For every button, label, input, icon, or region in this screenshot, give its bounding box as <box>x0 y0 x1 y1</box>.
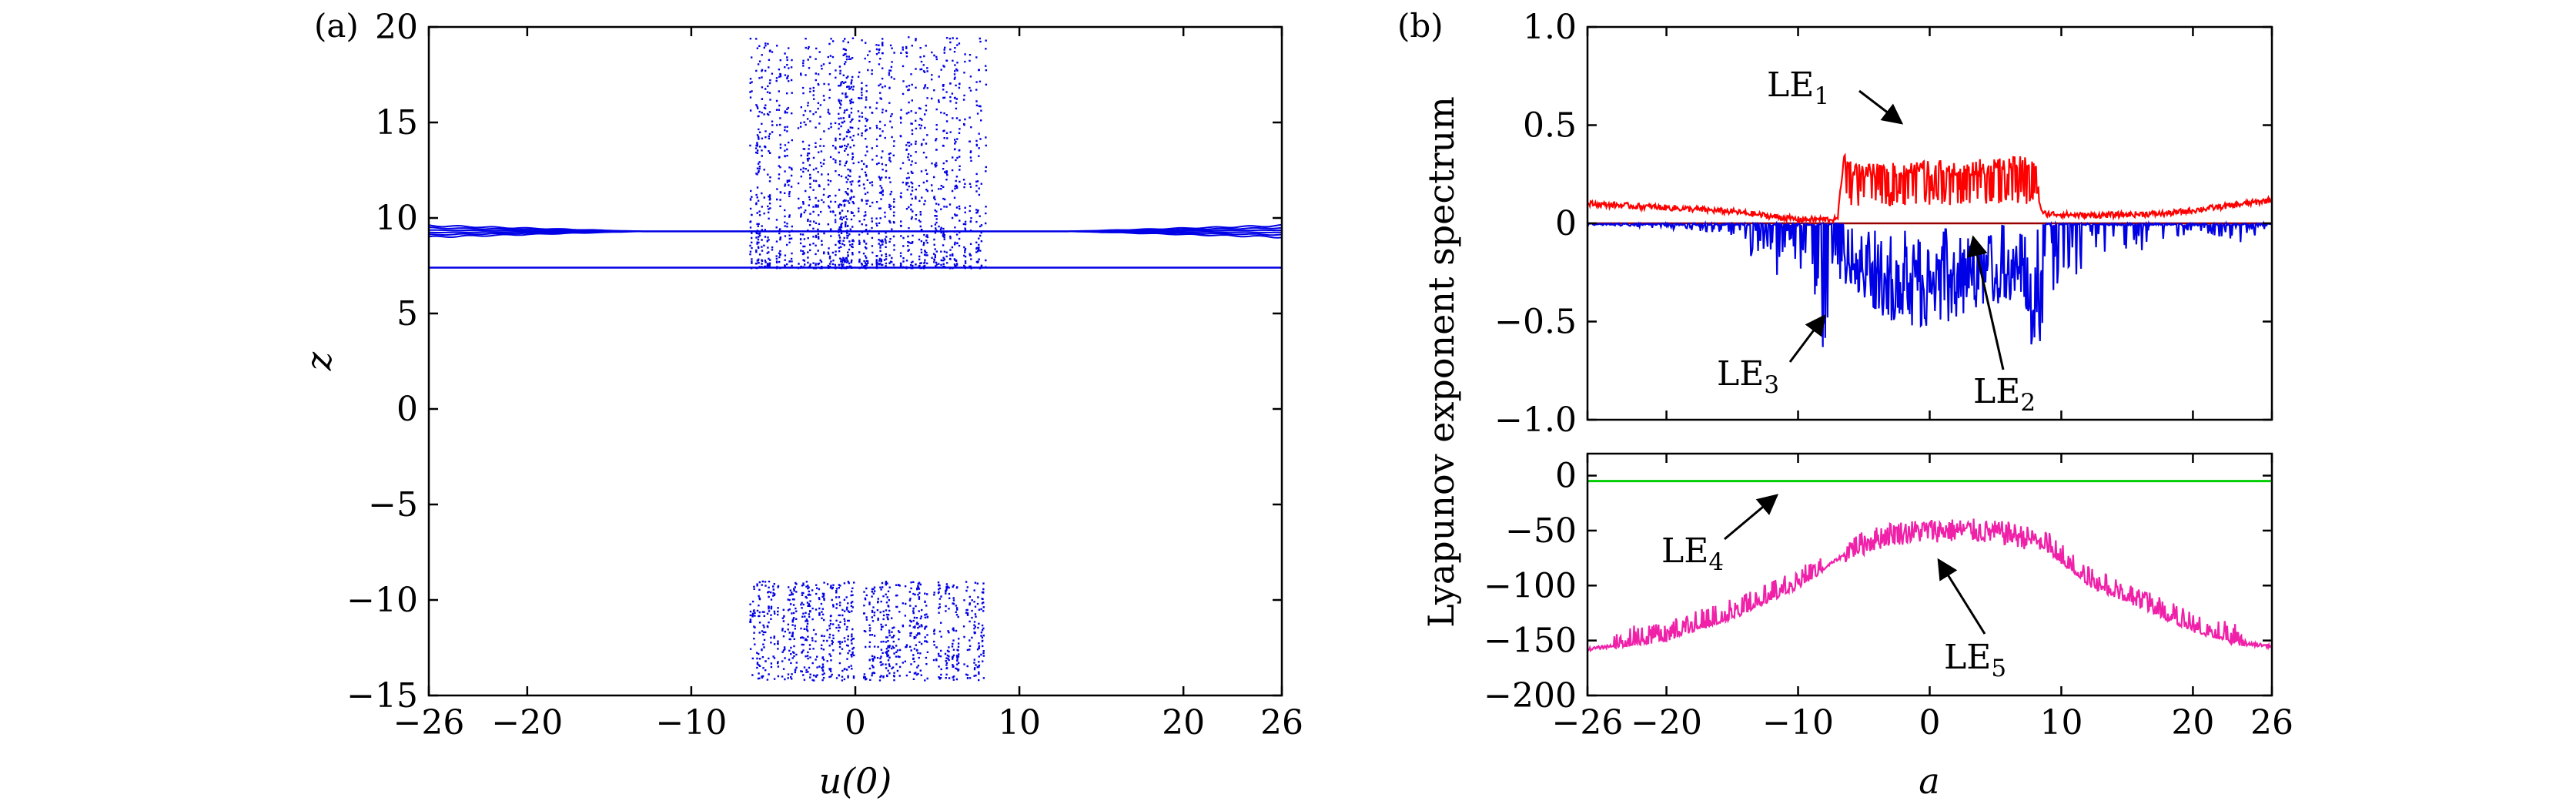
series-chaotic-upper <box>749 36 988 270</box>
arrow-le1 <box>1858 89 1904 125</box>
panel-b-bottom-xtick-label: 26 <box>2250 703 2293 742</box>
series-le5 <box>1587 518 2272 653</box>
panel-b-bottom-xtick-label: 10 <box>2039 703 2083 742</box>
panel-b-top-ticks: 1.0 0.5 0 −0.5 −1.0 <box>1494 8 2273 440</box>
annotation-le4: LE4 <box>1661 494 1779 576</box>
panel-a-xtick-label: −10 <box>655 703 727 742</box>
panel-label-b: (b) <box>1397 7 1444 45</box>
panel-a-ytick-label: 5 <box>396 294 418 333</box>
panel-a-ytick-label: −15 <box>346 676 418 715</box>
panel-a-xtick-label: −20 <box>491 703 563 742</box>
series-le1 <box>1587 152 2272 226</box>
panel-b-bottom-xtick-label: −26 <box>1552 703 1624 742</box>
panel-b-bottom-ytick-label: 0 <box>1555 457 1577 496</box>
periodic-band-branch <box>1068 223 1282 233</box>
panel-a-xtick-label: 26 <box>1260 703 1303 742</box>
svg-text:LE4: LE4 <box>1661 531 1724 576</box>
series-chaotic-lower <box>749 580 985 682</box>
panel-b-top-data <box>1587 152 2272 347</box>
panel-b-bottom-ticks: −26 −20 −10 0 10 20 260−50−100−150−200 <box>1484 454 2293 742</box>
panel-b-top-ytick-label: 0 <box>1555 204 1577 243</box>
svg-text:LE1: LE1 <box>1767 65 1829 110</box>
panel-a: −26 −20 −10 0 10 20 26 20 15 10 5 0 −5 −10 −15 u(0) z <box>298 8 1303 802</box>
annotation-le5: LE5 <box>1937 558 2006 682</box>
panel-a-data <box>429 36 1282 682</box>
panel-b-bottom: −26 −20 −10 0 10 20 260−50−100−150−200 a <box>1484 452 2293 802</box>
panel-b-bottom-ytick-label: −100 <box>1484 566 1577 605</box>
panel-a-xtick-label: 0 <box>845 703 866 742</box>
panel-b-xlabel: a <box>1919 760 1939 802</box>
panel-b-bottom-xtick-label: −10 <box>1762 703 1834 742</box>
svg-text:LE5: LE5 <box>1944 638 2006 682</box>
panel-a-ytick-label: 0 <box>396 390 418 429</box>
svg-text:LE2: LE2 <box>1973 372 2036 417</box>
panel-a-xtick-label: 20 <box>1162 703 1205 742</box>
periodic-band-branch <box>429 224 643 233</box>
annotation-le1: LE1 <box>1767 65 1904 125</box>
panel-b-top-ytick-label: −1.0 <box>1494 400 1577 440</box>
panel-b-bottom-xtick-label: 20 <box>2171 703 2214 742</box>
panel-b-bottom-ytick-label: −200 <box>1484 676 1577 715</box>
panel-b-top: 1.0 0.5 0 −0.5 −1.0 <box>1494 8 2273 440</box>
series-le3 <box>1587 220 2272 347</box>
panel-b-bottom-ytick-label: −50 <box>1505 511 1577 551</box>
panel-a-ytick-label: 15 <box>375 103 418 142</box>
arrow-le4 <box>1724 494 1779 541</box>
panel-a-ytick-label: −5 <box>368 485 418 524</box>
panel-a-frame <box>427 25 1283 697</box>
panel-b-bottom-xtick-label: 0 <box>1919 703 1941 742</box>
panel-b-bottom-frame <box>1586 452 2273 697</box>
annotation-le2: LE2 <box>1967 235 2036 417</box>
panel-b-bottom-ytick-label: −150 <box>1484 622 1577 661</box>
arrow-le3 <box>1788 313 1826 363</box>
svg-text:LE3: LE3 <box>1717 354 1779 399</box>
panel-a-ytick-label: 10 <box>375 199 418 238</box>
panel-a-ytick-label: 20 <box>375 8 418 47</box>
series-chaotic-lower-points <box>749 580 985 682</box>
panel-label-a: (a) <box>314 7 359 45</box>
panel-b-bottom-data <box>1587 480 2272 653</box>
panel-a-xlabel: u(0) <box>819 760 892 802</box>
annotation-le3: LE3 <box>1717 313 1826 399</box>
series-chaotic-upper-points <box>749 36 988 270</box>
panel-a-ticks: −26 −20 −10 0 10 20 26 20 15 10 5 0 −5 −10 −15 <box>346 8 1303 742</box>
panel-a-ylabel: z <box>298 351 340 371</box>
series-periodic-band <box>429 223 1282 239</box>
panel-a-ytick-label: −10 <box>346 581 418 620</box>
panel-a-xtick-label: −26 <box>393 703 465 742</box>
panel-b-top-ytick-label: 1.0 <box>1523 8 1577 47</box>
panel-b-bottom-xtick-label: −20 <box>1631 703 1702 742</box>
panel-b-ylabel: Lyapunov exponent spectrum <box>1420 96 1462 628</box>
panel-b-top-ytick-label: 0.5 <box>1523 106 1577 146</box>
arrow-le5 <box>1937 558 1986 635</box>
panel-a-xtick-label: 10 <box>998 703 1041 742</box>
panel-b-top-ytick-label: −0.5 <box>1494 303 1577 342</box>
arrow-le2 <box>1967 235 2005 370</box>
